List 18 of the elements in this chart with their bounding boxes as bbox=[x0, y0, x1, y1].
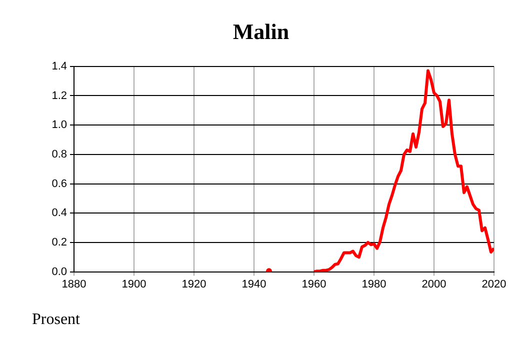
x-tick-label: 1900 bbox=[122, 278, 146, 290]
y-tick-label: 1.2 bbox=[52, 90, 67, 102]
y-tick-label: 1.0 bbox=[52, 119, 67, 132]
y-tick-label: 0.2 bbox=[52, 236, 67, 248]
y-tick-label: 0.6 bbox=[52, 178, 67, 190]
x-tick-label: 2000 bbox=[422, 278, 446, 290]
text: Prosent bbox=[32, 311, 81, 328]
x-tick-label: 1960 bbox=[302, 278, 326, 290]
y-tick-label: 0.0 bbox=[52, 266, 67, 278]
x-tick-label: 1920 bbox=[182, 278, 206, 290]
chart-title: Malin bbox=[232, 18, 290, 44]
x-tick-label: 1880 bbox=[62, 278, 86, 290]
x-tick-label: 1980 bbox=[362, 278, 386, 290]
y-tick-label: 1.4 bbox=[52, 60, 67, 72]
x-tick-label: 1940 bbox=[242, 278, 266, 290]
y-tick-label: 0.4 bbox=[52, 207, 67, 220]
y-tick-label: 0.8 bbox=[52, 148, 67, 160]
x-tick-label: 2020 bbox=[482, 278, 506, 290]
